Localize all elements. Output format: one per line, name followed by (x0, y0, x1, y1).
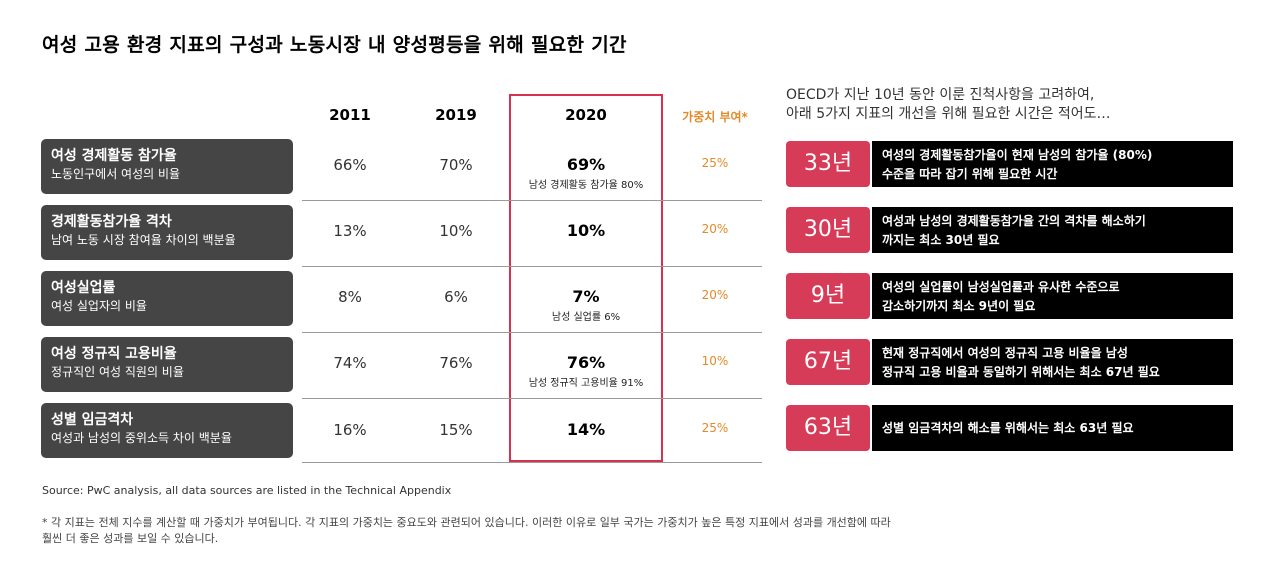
years-description-line1: 여성의 경제활동참가율이 현재 남성의 참가율 (80%) (882, 148, 1153, 162)
weight-value: 20% (701, 222, 729, 236)
value-2019: 15% (439, 421, 473, 439)
column-header-2020: 2020 (565, 106, 607, 124)
value-2019: 6% (444, 288, 468, 306)
indicator-label-5: 성별 임금격차 여성과 남성의 중위소득 차이 백분율 (41, 403, 293, 458)
footnote-line2: 훨씬 더 좋은 성과를 보일 수 있습니다. (42, 532, 219, 545)
indicator-title: 여성실업률 (51, 280, 116, 296)
indicator-subtitle: 정규직인 여성 직원의 비율 (51, 365, 184, 379)
value-2011: 66% (333, 156, 367, 174)
value-2019: 70% (439, 156, 473, 174)
right-note: OECD가 지난 10년 동안 이룬 진척사항을 고려하여, 아래 5가지 지표… (786, 86, 1111, 124)
years-description: 여성과 남성의 경제활동참가율 간의 격차를 해소하기 까지는 최소 30년 필… (872, 207, 1233, 253)
row-divider (302, 332, 762, 333)
highlight-2020-column (509, 94, 663, 462)
value-2011: 8% (338, 288, 362, 306)
column-header-2019: 2019 (435, 106, 477, 124)
value-2011: 16% (333, 421, 367, 439)
value-2019: 76% (439, 354, 473, 372)
value-2019: 10% (439, 222, 473, 240)
indicator-subtitle: 남여 노동 시장 참여율 차이의 백분율 (51, 233, 236, 247)
years-description: 여성의 경제활동참가율이 현재 남성의 참가율 (80%) 수준을 따라 잡기 … (872, 141, 1233, 187)
value-2020-cell: 76% 남성 정규직 고용비율 91% (511, 353, 661, 389)
value-2020-cell: 14% (511, 420, 661, 439)
page-title: 여성 고용 환경 지표의 구성과 노동시장 내 양성평등을 위해 필요한 기간 (42, 34, 627, 56)
weight-value: 25% (701, 421, 729, 435)
value-2020: 14% (566, 420, 606, 439)
value-2020-note: 남성 정규직 고용비율 91% (528, 378, 644, 389)
footnote-line1: * 각 지표는 전체 지수를 계산할 때 가중치가 부여됩니다. 각 지표의 가… (42, 516, 891, 529)
column-header-2011: 2011 (329, 106, 371, 124)
years-description: 현재 정규직에서 여성의 정규직 고용 비율을 남성 정규직 고용 비율과 동일… (872, 339, 1233, 385)
years-description: 성별 임금격차의 해소를 위해서는 최소 63년 필요 (872, 405, 1233, 451)
years-description-line1: 여성의 실업률이 남성실업률과 유사한 수준으로 (882, 280, 1120, 294)
column-header-weight: 가중치 부여* (682, 110, 748, 124)
source-note: Source: PwC analysis, all data sources a… (42, 484, 452, 497)
weight-value: 20% (701, 288, 729, 302)
years-description-line1: 성별 임금격차의 해소를 위해서는 최소 63년 필요 (882, 421, 1134, 435)
years-badge: 30년 (786, 207, 870, 253)
value-2020: 69% (566, 155, 606, 174)
indicator-label-2: 경제활동참가율 격차 남여 노동 시장 참여율 차이의 백분율 (41, 205, 293, 260)
years-description-line2: 감소하기까지 최소 9년이 필요 (882, 299, 1036, 313)
indicator-subtitle: 여성과 남성의 중위소득 차이 백분율 (51, 431, 232, 445)
value-2020-cell: 10% (511, 221, 661, 240)
value-2020-note: 남성 실업률 6% (551, 312, 621, 323)
weight-value: 10% (701, 354, 729, 368)
indicator-title: 여성 경제활동 참가율 (51, 148, 177, 164)
years-description: 여성의 실업률이 남성실업률과 유사한 수준으로 감소하기까지 최소 9년이 필… (872, 273, 1233, 319)
indicator-subtitle: 노동인구에서 여성의 비율 (51, 167, 181, 181)
value-2020-cell: 69% 남성 경제활동 참가율 80% (511, 155, 661, 191)
right-note-line1: OECD가 지난 10년 동안 이룬 진척사항을 고려하여, (786, 87, 1095, 103)
value-2020: 10% (566, 221, 606, 240)
years-description-line2: 수준을 따라 잡기 위해 필요한 시간 (882, 167, 1058, 181)
years-description-line1: 여성과 남성의 경제활동참가율 간의 격차를 해소하기 (882, 214, 1146, 228)
indicator-title: 경제활동참가율 격차 (51, 214, 172, 230)
value-2020-cell: 7% 남성 실업률 6% (511, 287, 661, 323)
years-badge: 33년 (786, 141, 870, 187)
years-badge: 67년 (786, 339, 870, 385)
indicator-title: 여성 정규직 고용비율 (51, 346, 177, 362)
row-divider (302, 398, 762, 399)
indicator-subtitle: 여성 실업자의 비율 (51, 299, 147, 313)
indicator-label-1: 여성 경제활동 참가율 노동인구에서 여성의 비율 (41, 139, 293, 194)
footnote: * 각 지표는 전체 지수를 계산할 때 가중치가 부여됩니다. 각 지표의 가… (42, 515, 891, 547)
value-2020-note: 남성 경제활동 참가율 80% (528, 180, 644, 191)
row-divider (302, 266, 762, 267)
years-description-line2: 정규직 고용 비율과 동일하기 위해서는 최소 67년 필요 (882, 365, 1160, 379)
indicator-label-4: 여성 정규직 고용비율 정규직인 여성 직원의 비율 (41, 337, 293, 392)
value-2020: 7% (572, 287, 600, 306)
years-badge: 63년 (786, 405, 870, 451)
years-description-line1: 현재 정규직에서 여성의 정규직 고용 비율을 남성 (882, 346, 1128, 360)
value-2011: 13% (333, 222, 367, 240)
table-bottom-rule (302, 462, 762, 463)
row-divider (302, 200, 762, 201)
years-description-line2: 까지는 최소 30년 필요 (882, 233, 1000, 247)
weight-value: 25% (701, 156, 729, 170)
value-2020: 76% (566, 353, 606, 372)
indicator-title: 성별 임금격차 (51, 412, 134, 428)
years-badge: 9년 (786, 273, 870, 319)
right-note-line2: 아래 5가지 지표의 개선을 위해 필요한 시간은 적어도… (786, 106, 1111, 122)
value-2011: 74% (333, 354, 367, 372)
indicator-label-3: 여성실업률 여성 실업자의 비율 (41, 271, 293, 326)
